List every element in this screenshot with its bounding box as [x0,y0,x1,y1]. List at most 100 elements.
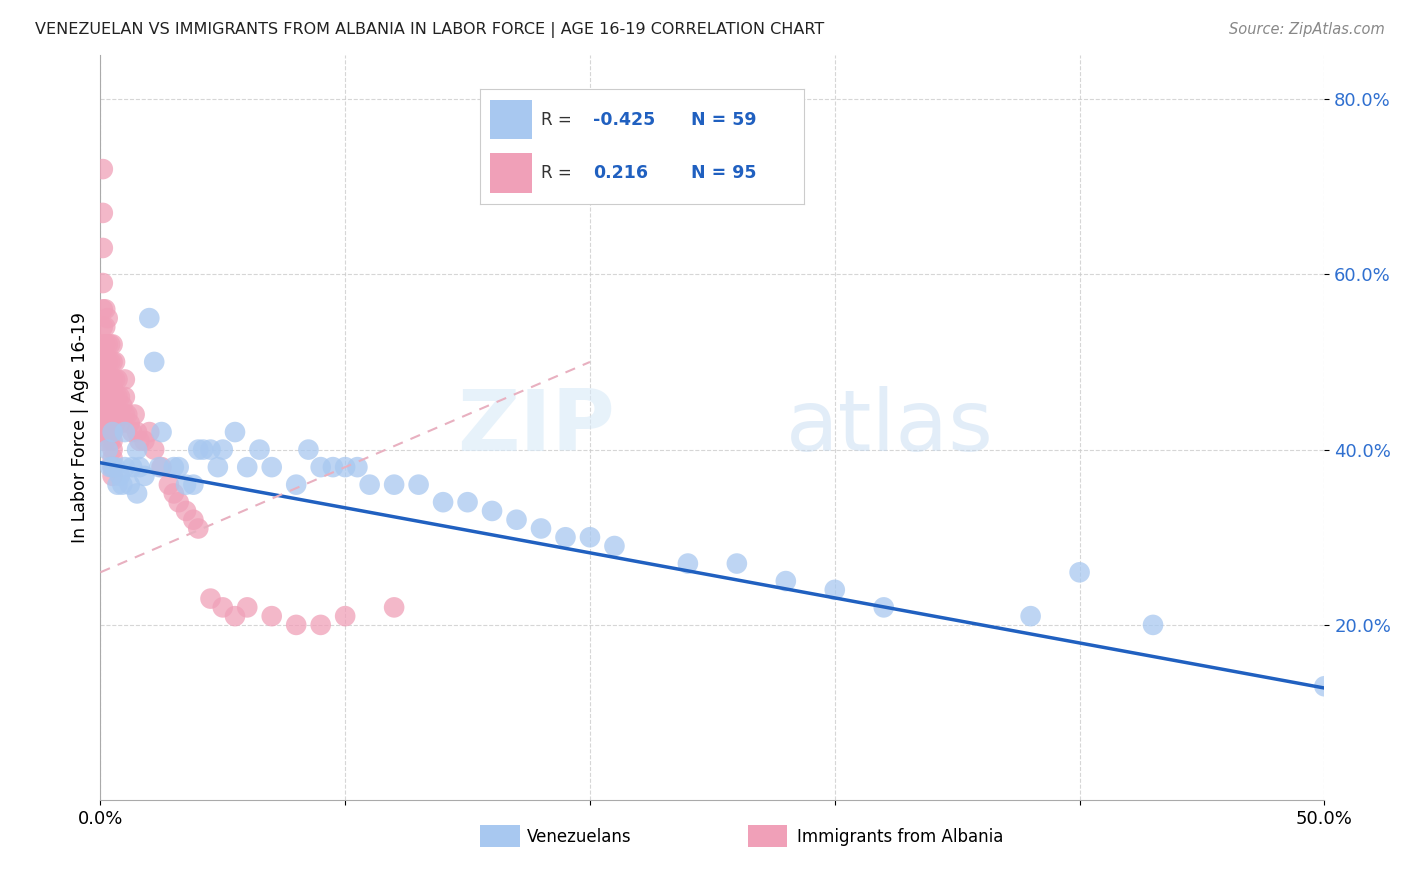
Text: ZIP: ZIP [457,386,614,469]
Point [174,477,197,491]
Point [236,600,259,615]
Point [114,372,136,386]
Point [94,381,117,395]
Point [824,582,846,597]
Point [118,417,141,431]
Point [309,460,332,475]
Point [101,390,124,404]
Point [211,442,233,457]
Point [200,591,222,606]
Point [481,504,503,518]
Point [530,521,553,535]
Point [101,469,124,483]
Point [333,460,356,475]
Point [224,609,246,624]
Point [554,530,576,544]
Point [97,399,120,413]
Point [98,372,121,386]
Point [91,355,114,369]
Point [91,337,114,351]
Point [91,346,114,360]
Point [91,381,114,395]
Point [333,609,356,624]
Point [98,355,121,369]
Point [111,477,134,491]
Point [346,460,368,475]
Point [97,337,120,351]
Point [101,451,124,466]
Point [174,504,197,518]
Point [91,319,114,334]
Point [97,408,120,422]
Point [104,390,127,404]
Point [101,425,124,439]
Point [108,408,131,422]
Point [97,372,120,386]
Text: atlas: atlas [786,386,994,469]
Point [432,495,454,509]
Point [101,399,124,413]
Point [309,618,332,632]
Point [150,425,173,439]
Point [382,600,405,615]
Point [97,390,120,404]
Point [249,442,271,457]
Point [104,460,127,475]
Point [107,477,129,491]
Point [285,477,308,491]
Y-axis label: In Labor Force | Age 16-19: In Labor Force | Age 16-19 [72,312,89,543]
Point [125,425,148,439]
Point [114,460,136,475]
Point [1313,679,1336,693]
Point [359,477,381,491]
Point [163,486,186,500]
Point [200,442,222,457]
Point [260,460,283,475]
Point [157,477,180,491]
Point [167,460,190,475]
Text: Immigrants from Albania: Immigrants from Albania [797,828,1002,846]
Text: Source: ZipAtlas.com: Source: ZipAtlas.com [1229,22,1385,37]
Point [91,162,114,177]
Point [94,408,117,422]
Point [143,442,166,457]
Point [101,442,124,457]
Point [579,530,602,544]
Point [114,390,136,404]
Point [101,355,124,369]
Point [101,337,124,351]
Point [98,390,121,404]
Point [94,425,117,439]
Point [91,302,114,317]
Point [124,408,146,422]
Point [94,302,117,317]
Point [94,355,117,369]
Point [187,442,209,457]
Point [108,469,131,483]
Point [676,557,699,571]
Point [97,442,120,457]
Point [91,206,114,220]
Point [98,460,121,475]
Point [97,355,120,369]
Point [207,460,229,475]
Point [163,460,186,475]
Point [108,417,131,431]
Point [91,241,114,255]
Point [97,311,120,326]
Point [97,425,120,439]
Point [94,399,117,413]
Point [98,417,121,431]
Point [322,460,344,475]
Point [134,434,156,448]
Point [236,460,259,475]
Point [183,477,205,491]
Point [101,381,124,395]
Point [382,477,405,491]
Point [104,408,127,422]
Point [211,600,233,615]
Point [114,425,136,439]
Point [98,337,121,351]
Point [98,408,121,422]
Point [408,477,430,491]
